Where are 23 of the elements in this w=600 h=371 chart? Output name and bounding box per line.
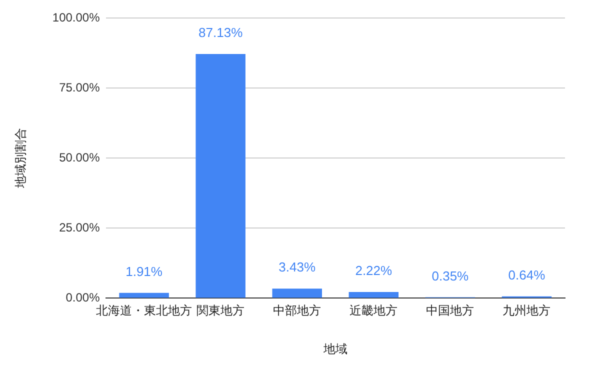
x-axis-title: 地域	[322, 342, 348, 356]
data-label: 2.22%	[355, 263, 393, 278]
x-tick-label: 北海道・東北地方	[96, 304, 192, 318]
data-label: 0.35%	[432, 268, 470, 284]
y-tick-label: 50.00%	[59, 150, 100, 164]
y-tick-label: 0.00%	[66, 290, 100, 305]
x-tick-label: 中国地方	[426, 304, 474, 318]
bar	[272, 288, 322, 298]
bar	[119, 292, 169, 298]
x-tick-label: 中部地方	[273, 304, 322, 318]
y-axis-title: 地域別割合	[14, 128, 28, 190]
bar	[196, 54, 246, 298]
y-tick-label: 25.00%	[59, 220, 100, 234]
x-tick-label: 九州地方	[502, 304, 551, 318]
y-tick-label: 100.00%	[52, 10, 100, 24]
data-label: 3.43%	[278, 260, 316, 275]
x-tick-label: 近畿地方	[350, 304, 398, 318]
y-tick-label: 75.00%	[59, 80, 100, 94]
x-tick-label: 関東地方	[196, 304, 245, 318]
bar	[348, 292, 399, 298]
data-label: 87.13%	[198, 25, 244, 40]
data-label: 1.91%	[126, 264, 163, 279]
data-label: 0.64%	[508, 267, 546, 282]
